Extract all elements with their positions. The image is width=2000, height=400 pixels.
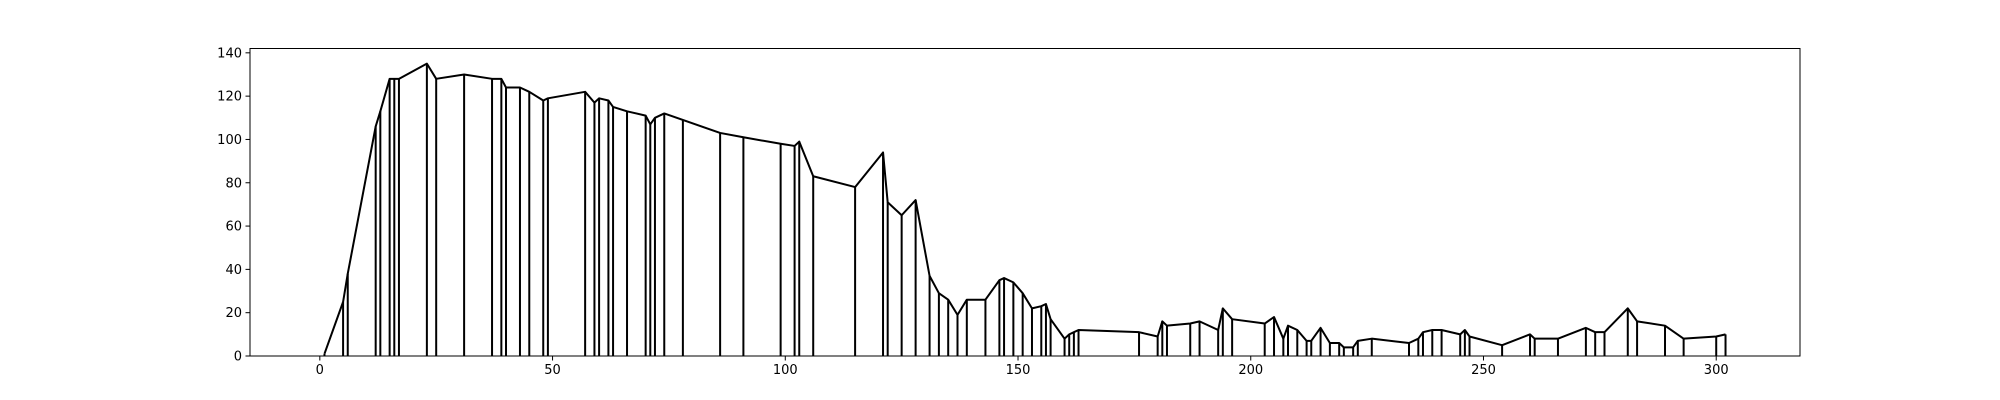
- x-tick-label: 300: [1704, 363, 1729, 378]
- y-tick-label: 120: [217, 90, 242, 105]
- x-tick-label: 250: [1471, 363, 1496, 378]
- y-tick-label: 20: [225, 306, 242, 321]
- y-tick-label: 40: [225, 263, 242, 278]
- y-tick-label: 140: [217, 46, 242, 61]
- x-tick-label: 0: [316, 363, 324, 378]
- x-tick-label: 200: [1238, 363, 1263, 378]
- x-tick-label: 100: [773, 363, 798, 378]
- line: [323, 62, 1726, 355]
- y-tick-label: 100: [217, 133, 242, 148]
- y-tick-label: 80: [225, 176, 242, 191]
- x-tick-label: 50: [544, 363, 561, 378]
- y-tick-label: 60: [225, 220, 242, 235]
- plot-frame: [249, 48, 1801, 357]
- x-tick-label: 150: [1006, 363, 1031, 378]
- y-tick-label: 0: [234, 350, 242, 365]
